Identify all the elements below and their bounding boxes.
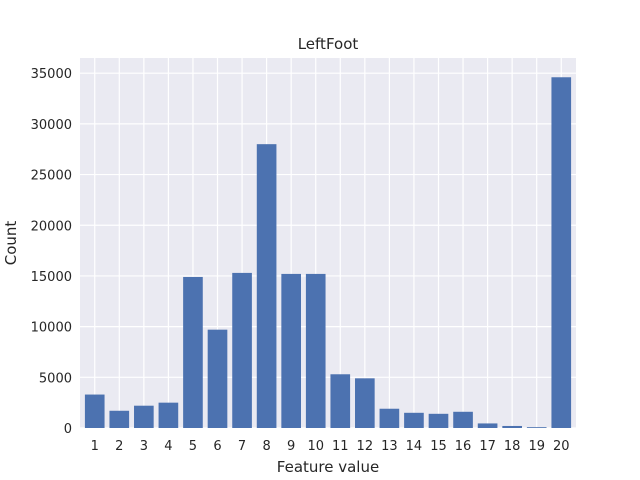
x-tick-label: 6	[213, 439, 221, 454]
x-tick-label: 9	[287, 439, 295, 454]
x-tick-label: 7	[238, 439, 246, 454]
x-tick-label: 14	[406, 439, 423, 454]
x-tick-label: 13	[381, 439, 398, 454]
bar-20	[551, 77, 572, 428]
x-tick-label: 16	[455, 439, 472, 454]
x-tick-label: 17	[479, 439, 496, 454]
y-tick-label: 5000	[39, 371, 72, 386]
bar-1	[84, 394, 105, 428]
bar-19	[526, 427, 547, 428]
y-tick-label: 20000	[31, 219, 72, 234]
bar-12	[355, 378, 375, 428]
x-tick-label: 19	[528, 439, 545, 454]
bar-9	[281, 273, 301, 428]
x-tick-label: 5	[189, 439, 197, 454]
y-tick-label: 15000	[31, 270, 72, 285]
x-tick-label: 3	[140, 439, 148, 454]
bar-11	[330, 374, 351, 428]
y-tick-label: 25000	[31, 169, 72, 184]
bar-8	[256, 144, 277, 429]
plot-area	[80, 58, 576, 428]
x-axis-label: Feature value	[277, 458, 379, 476]
y-tick-label: 35000	[31, 67, 72, 82]
bar-2	[109, 410, 130, 428]
x-tick-label: 11	[332, 439, 349, 454]
bar-10	[305, 273, 326, 428]
bar-5	[183, 276, 203, 428]
bars	[84, 77, 572, 429]
bar-13	[379, 408, 400, 428]
x-tick-label: 4	[164, 439, 172, 454]
x-tick-label: 2	[115, 439, 123, 454]
bar-4	[158, 402, 179, 428]
bar-16	[453, 411, 473, 428]
x-tick-label: 1	[91, 439, 99, 454]
chart-title: LeftFoot	[298, 35, 359, 53]
y-tick-label: 0	[64, 422, 72, 437]
x-tick-label: 8	[262, 439, 270, 454]
y-tick-labels: 0 5000 10000 15000 20000 25000 30000 35000	[31, 67, 72, 437]
x-tick-labels: 1 2 3 4 5 6 7 8 9 10 11 12 13 14 15 16 17 18 19 20	[91, 439, 570, 454]
x-tick-label: 18	[504, 439, 521, 454]
y-tick-label: 10000	[31, 321, 72, 336]
bar-15	[428, 413, 449, 428]
y-tick-label: 30000	[31, 118, 72, 133]
x-tick-label: 12	[357, 439, 374, 454]
bar-17	[477, 423, 498, 428]
x-tick-label: 15	[430, 439, 447, 454]
x-tick-label: 10	[307, 439, 324, 454]
y-axis-label: Count	[2, 221, 20, 266]
bar-3	[134, 405, 154, 428]
bar-6	[207, 329, 228, 428]
bar-14	[404, 412, 424, 428]
x-tick-label: 20	[553, 439, 570, 454]
bar-18	[502, 425, 522, 428]
bar-7	[232, 272, 252, 428]
